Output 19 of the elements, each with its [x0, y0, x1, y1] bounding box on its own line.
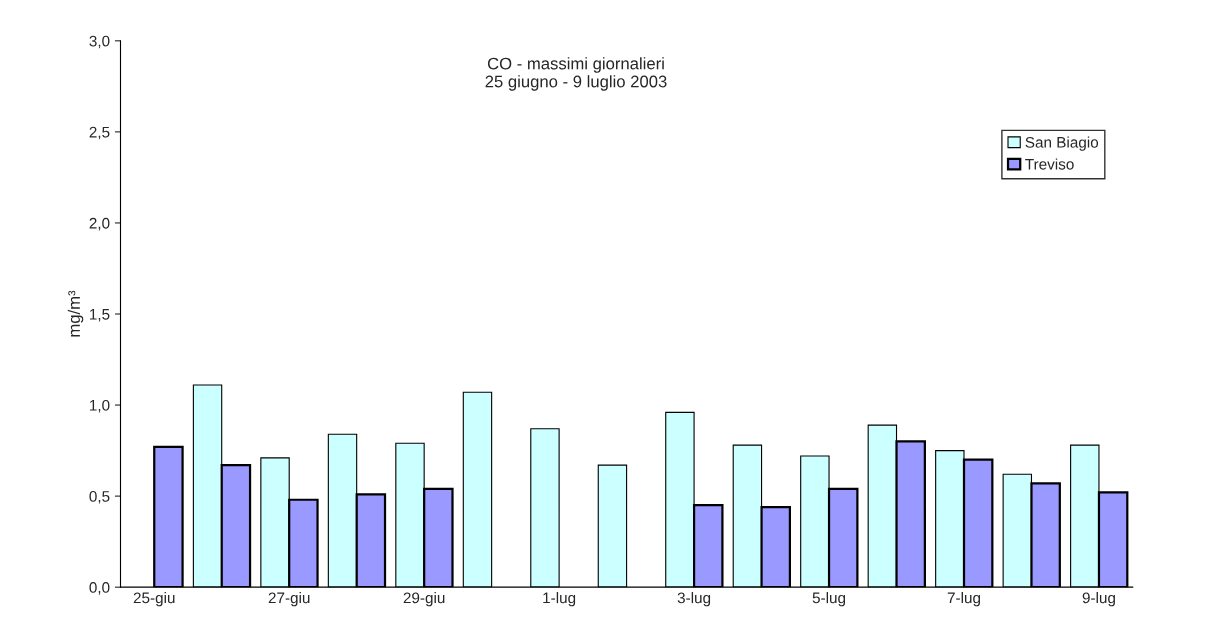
legend-label: Treviso — [1025, 158, 1074, 170]
y-tick-label: 2,0 — [89, 217, 110, 231]
y-tick-label: 2,5 — [89, 126, 110, 140]
x-tick-label: 25-giu — [133, 592, 175, 607]
text: CO - massimi giornalieri 25 giugno - 9 luglio 2003 — [485, 57, 667, 91]
x-tick-label: 1-lug — [543, 592, 576, 607]
x-tick-label: 9-lug — [1082, 592, 1115, 607]
x-tick-label: 7-lug — [947, 592, 980, 607]
x-tick-label: 27-giu — [268, 592, 310, 607]
y-tick-label: 0,5 — [89, 490, 110, 504]
y-tick-label: 1,0 — [90, 399, 110, 413]
y-tick-label: 1,5 — [90, 309, 110, 322]
x-tick-label: 3-lug — [677, 592, 711, 607]
legend-label: San Biagio — [1025, 136, 1099, 151]
y-tick-label: 3,0 — [89, 35, 110, 49]
x-tick-label: 5-lug — [812, 592, 846, 607]
y-axis-title: mg/m³ — [67, 290, 84, 337]
x-tick-label: 29-giu — [403, 592, 445, 607]
y-tick-label: 0,0 — [89, 582, 110, 595]
